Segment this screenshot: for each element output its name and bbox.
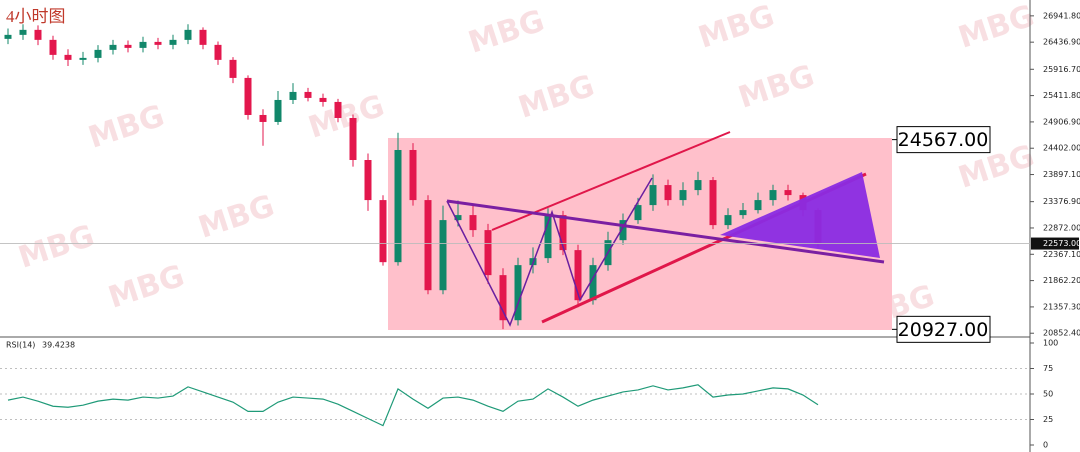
- y-tick-label: 75: [1043, 364, 1053, 373]
- candle-body: [739, 210, 747, 216]
- rsi-value: 39.4238: [42, 341, 75, 350]
- last-price-box: [1031, 237, 1079, 250]
- chart-title: 4小时图: [6, 7, 66, 26]
- last-price-label: 22573.00: [1043, 239, 1080, 248]
- y-tick-label: 22367.10: [1043, 250, 1080, 259]
- candle-body: [589, 265, 597, 301]
- candle-body: [139, 41, 147, 48]
- candle-body: [634, 205, 642, 221]
- y-tick-label: 100: [1043, 339, 1058, 348]
- candle-body: [334, 101, 342, 118]
- candle-body: [349, 117, 357, 161]
- candle-body: [664, 185, 672, 201]
- candle-body: [124, 44, 132, 48]
- y-tick-label: 50: [1043, 390, 1053, 399]
- candle-body: [544, 215, 552, 259]
- y-tick-label: 23897.10: [1043, 170, 1080, 179]
- candle-body: [469, 215, 477, 231]
- candle-body: [184, 29, 192, 40]
- y-tick-label: 24402.00: [1043, 144, 1080, 153]
- y-tick-label: 0: [1043, 441, 1048, 450]
- candle-body: [769, 190, 777, 201]
- triangle-pattern: [720, 172, 880, 258]
- level-label: 20927.00: [898, 319, 989, 341]
- candle-body: [214, 44, 222, 60]
- candle-body: [454, 215, 462, 221]
- candle-body: [169, 39, 177, 45]
- candle-body: [709, 180, 717, 226]
- level-label: 24567.00: [898, 129, 989, 151]
- candle-body: [229, 59, 237, 78]
- y-tick-label: 26436.90: [1043, 38, 1080, 47]
- y-tick-label: 21862.20: [1043, 276, 1080, 285]
- rsi-line: [7, 384, 819, 427]
- candle-body: [244, 77, 252, 115]
- candle-body: [694, 180, 702, 191]
- y-tick-label: 20852.40: [1043, 329, 1080, 338]
- candle-body: [94, 49, 102, 58]
- y-tick-label: 21357.30: [1043, 302, 1080, 311]
- candle-body: [394, 149, 402, 263]
- candle-body: [619, 220, 627, 241]
- candle-body: [484, 230, 492, 276]
- candle-body: [499, 275, 507, 321]
- level-box: [896, 126, 991, 154]
- y-tick-label: 25916.70: [1043, 65, 1080, 74]
- candle-body: [319, 97, 327, 102]
- candle-body: [19, 29, 27, 35]
- candle-body: [559, 215, 567, 251]
- candle-body: [364, 160, 372, 201]
- candle-body: [4, 34, 12, 39]
- y-tick-label: 25411.80: [1043, 91, 1080, 100]
- candle-body: [274, 99, 282, 122]
- y-tick-label: 25: [1043, 415, 1053, 424]
- candle-body: [49, 39, 57, 55]
- candle-body: [754, 200, 762, 211]
- candle-body: [289, 91, 297, 100]
- rsi-name: RSI(14): [6, 341, 35, 350]
- dynamic: 26941.80 26436.90 25916.70 25411.80 24906.90…: [0, 11, 1080, 450]
- candle-body: [649, 185, 657, 206]
- candle-body: [514, 265, 522, 321]
- candle-body: [109, 44, 117, 50]
- candle-body: [784, 190, 792, 196]
- zigzag-pattern: [446, 177, 653, 327]
- candle-body: [154, 41, 162, 45]
- candle-body: [724, 215, 732, 226]
- candle-body: [679, 190, 687, 201]
- candle-body: [259, 114, 267, 122]
- candle-body: [64, 54, 72, 60]
- neckline: [446, 199, 885, 264]
- candle-body: [379, 200, 387, 263]
- y-tick-label: 24906.90: [1043, 117, 1080, 126]
- y-tick-label: 23376.90: [1043, 197, 1080, 206]
- candle-body: [34, 29, 42, 40]
- level-box: [896, 315, 991, 343]
- candle-body: [199, 29, 207, 45]
- candle-body: [304, 91, 312, 98]
- candle-body: [439, 220, 447, 291]
- candle-body: [424, 200, 432, 291]
- candle-body: [79, 57, 87, 60]
- y-tick-label: 26941.80: [1043, 11, 1080, 20]
- y-tick-label: 22872.00: [1043, 223, 1080, 232]
- candle-body: [574, 250, 582, 301]
- candle-body: [409, 149, 417, 201]
